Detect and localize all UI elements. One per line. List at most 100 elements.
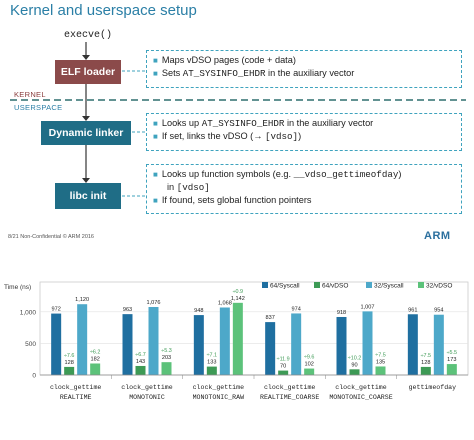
bullet-icon: ■ bbox=[153, 132, 158, 141]
bar-value-label: 128 bbox=[421, 360, 430, 366]
x-tick-label: clock_gettime bbox=[264, 384, 315, 391]
speedup-label: ÷11.9 bbox=[277, 357, 290, 363]
bullet-icon: ■ bbox=[153, 69, 158, 78]
speedup-label: ÷7.5 bbox=[421, 353, 431, 359]
bar bbox=[148, 306, 159, 375]
bar bbox=[420, 366, 431, 375]
bar bbox=[265, 322, 276, 375]
legend-label: 32/Syscall bbox=[374, 283, 404, 290]
bar-value-label: 143 bbox=[136, 359, 145, 365]
note-code: __vdso_gettimeofday bbox=[293, 169, 399, 180]
bar-value-label: 133 bbox=[207, 360, 216, 366]
legend-label: 32/vDSO bbox=[426, 283, 452, 290]
x-tick-sublabel: MONOTONIC bbox=[129, 394, 165, 401]
note-text: Looks up function symbols (e.g. bbox=[161, 169, 294, 179]
bar bbox=[206, 366, 217, 375]
legend-label: 64/vDSO bbox=[322, 283, 348, 290]
note-text: Sets bbox=[161, 68, 183, 78]
bar bbox=[232, 302, 243, 375]
y-tick-label: 1,000 bbox=[20, 309, 37, 316]
x-tick-label: clock_gettime bbox=[50, 384, 101, 391]
bar bbox=[446, 364, 457, 375]
benchmark-chart: 0 500 1,000 Time (ns) 64/Syscall 64/vDSO 32/Sy… bbox=[4, 281, 469, 401]
arrowhead-icon bbox=[82, 55, 90, 60]
elf-loader-label: ELF loader bbox=[60, 66, 116, 78]
bar-value-label: 972 bbox=[51, 307, 60, 313]
bar bbox=[219, 307, 230, 375]
bullet-icon: ■ bbox=[153, 170, 158, 179]
bar-value-label: 963 bbox=[123, 307, 132, 313]
bar-value-label: 182 bbox=[90, 356, 99, 362]
bar bbox=[135, 365, 146, 375]
x-tick-sublabel: REALTIME_COARSE bbox=[260, 394, 319, 401]
bar bbox=[362, 311, 373, 375]
execve-label: execve() bbox=[64, 30, 113, 41]
bar bbox=[336, 316, 347, 375]
flow-diagram bbox=[10, 42, 466, 197]
bar-value-label: 203 bbox=[162, 355, 171, 361]
x-tick-label: clock_gettime bbox=[335, 384, 386, 391]
legend-swatch bbox=[314, 282, 320, 288]
dynamic-linker-label: Dynamic linker bbox=[48, 127, 124, 139]
speedup-label: ÷10.2 bbox=[348, 355, 361, 361]
bar bbox=[51, 313, 62, 375]
arm-logo: ARM bbox=[424, 230, 451, 242]
bar-value-label: 1,142 bbox=[231, 296, 245, 302]
x-tick-sublabel: MONOTONIC_RAW bbox=[193, 394, 244, 401]
bar bbox=[90, 363, 101, 375]
x-tick-label: clock_gettime bbox=[121, 384, 172, 391]
bar-value-label: 102 bbox=[304, 362, 313, 368]
speedup-label: ÷7.1 bbox=[207, 353, 217, 359]
note-text: If found, sets global function pointers bbox=[161, 195, 312, 205]
bar-value-label: 135 bbox=[376, 359, 385, 365]
bar bbox=[278, 370, 289, 375]
speedup-label: ÷5.3 bbox=[161, 348, 171, 354]
legend-swatch bbox=[366, 282, 372, 288]
bar-value-label: 974 bbox=[291, 306, 300, 312]
speedup-label: ÷9.6 bbox=[304, 355, 314, 361]
libc-init-box: libc init bbox=[55, 183, 121, 209]
y-axis-label: Time (ns) bbox=[4, 284, 31, 291]
bar-value-label: 90 bbox=[351, 362, 357, 368]
arrowhead-icon bbox=[82, 116, 90, 121]
speedup-label: ÷6.7 bbox=[135, 352, 145, 358]
legend-label: 64/Syscall bbox=[270, 283, 300, 290]
note-text: in the auxiliary vector bbox=[284, 118, 374, 128]
note-text: ) bbox=[298, 131, 302, 141]
bar bbox=[64, 366, 75, 375]
dynamic-linker-box: Dynamic linker bbox=[41, 121, 131, 145]
bar-value-label: 1,076 bbox=[147, 300, 161, 306]
bar-value-label: 837 bbox=[265, 315, 274, 321]
bar bbox=[77, 304, 88, 375]
note-text: in bbox=[167, 182, 177, 192]
libc-init-label: libc init bbox=[69, 190, 107, 202]
x-tick-sublabel: REALTIME bbox=[60, 394, 92, 401]
y-tick-label: 0 bbox=[32, 373, 36, 380]
userspace-label: USERSPACE bbox=[14, 103, 63, 112]
bar bbox=[304, 368, 315, 375]
bar bbox=[122, 314, 133, 375]
note-code: [vdso] bbox=[264, 131, 299, 142]
speedup-label: ÷0.9 bbox=[233, 289, 243, 295]
bar-value-label: 70 bbox=[280, 364, 286, 370]
bar-value-label: 1,120 bbox=[75, 297, 89, 303]
x-tick-label: gettimeofday bbox=[409, 384, 457, 391]
page-title: Kernel and userspace setup bbox=[10, 2, 197, 19]
bar-value-label: 948 bbox=[194, 308, 203, 314]
note-text: Looks up bbox=[161, 118, 202, 128]
speedup-label: ÷6.2 bbox=[90, 349, 100, 355]
y-tick-label: 500 bbox=[25, 341, 36, 348]
legend-swatch bbox=[262, 282, 268, 288]
x-tick-sublabel: MONOTONIC_COARSE bbox=[329, 394, 392, 401]
bar-value-label: 961 bbox=[408, 307, 417, 313]
plot-frame bbox=[39, 281, 469, 376]
bar bbox=[433, 314, 444, 375]
bullet-icon: ■ bbox=[153, 119, 158, 128]
kernel-label: KERNEL bbox=[14, 90, 46, 99]
note-text: Maps vDSO pages (code + data) bbox=[161, 55, 296, 65]
footer-text: 8/21 Non-Confidential © ARM 2016 bbox=[8, 234, 94, 240]
bar-value-label: 1,068 bbox=[218, 301, 232, 307]
speedup-label: ÷7.6 bbox=[64, 353, 74, 359]
elf-loader-note: ■ Maps vDSO pages (code + data) ■ Sets AT_… bbox=[146, 50, 462, 88]
